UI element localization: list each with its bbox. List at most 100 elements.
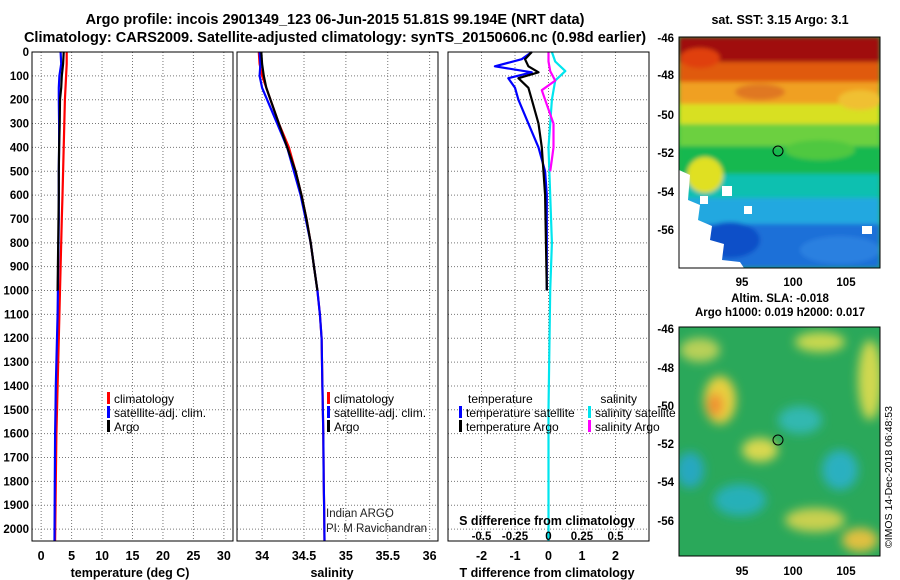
depth-tick: 1600 (3, 429, 29, 441)
sla-ytick: -46 (657, 324, 674, 336)
salinity-tick-labels: 34 34.5 35 35.5 36 (255, 549, 436, 563)
depth-tick: 1700 (3, 453, 29, 465)
title-line-2: Climatology: CARS2009. Satellite-adjuste… (23, 30, 647, 46)
sla-argo-position-marker (772, 434, 784, 446)
legend-label-climatology: climatology (334, 392, 394, 406)
sst-xtick: 100 (783, 277, 802, 289)
salinity-legend: climatology satellite-adj. clim. Argo In… (326, 392, 427, 535)
salinity-series-climatology (257, 51, 326, 542)
difference-xtick: 0 (545, 549, 552, 563)
sst-ytick: -46 (657, 33, 674, 45)
salinity-series (257, 51, 326, 542)
temperature-grid (32, 51, 233, 541)
legend-swatch-argo (327, 420, 330, 432)
temperature-series-climatology (54, 52, 68, 542)
depth-tick: 1200 (3, 333, 29, 345)
salinity-grid (237, 51, 438, 541)
difference-series-temperature-argo (517, 51, 548, 291)
depth-tick-labels: 0 100 200 300 400 500 600 700 800 900 1000 1100 1200… (3, 47, 29, 536)
legend-swatch-s-satellite (588, 406, 591, 418)
legend-swatch-s-argo (588, 420, 591, 432)
legend-label-s-argo: salinity Argo (595, 420, 660, 434)
sla-xtick: 95 (736, 566, 749, 578)
sst-ytick: -48 (657, 70, 674, 82)
legend-swatch-t-argo (459, 420, 462, 432)
sla-ytick: -56 (657, 516, 674, 528)
depth-tick: 1300 (3, 357, 29, 369)
sla-xtick: 100 (783, 566, 802, 578)
legend-swatch-satellite (327, 406, 330, 418)
sst-map-title: sat. SST: 3.15 Argo: 3.1 (711, 13, 848, 27)
sst-ytick: -52 (657, 148, 674, 160)
depth-tick: 900 (10, 262, 29, 274)
difference-s-xtick: 0.5 (608, 531, 625, 543)
sla-ytick: -52 (657, 439, 674, 451)
difference-s-xtick: -0.25 (502, 531, 529, 543)
sst-ytick: -56 (657, 225, 674, 237)
legend-label-argo: Argo (114, 420, 140, 434)
temperature-axes-frame (31, 51, 234, 542)
legend-label-climatology: climatology (114, 392, 174, 406)
salinity-xtick: 34.5 (292, 549, 316, 563)
temperature-xtick: 20 (156, 549, 170, 563)
sla-map (679, 327, 880, 556)
depth-tick: 100 (10, 71, 29, 83)
depth-tick: 1100 (4, 309, 29, 321)
difference-legend: temperature temperature satellite temper… (459, 392, 676, 434)
legend-title-temperature: temperature (468, 392, 533, 406)
pi-institution: Indian ARGO (326, 508, 394, 520)
temperature-xtick: 0 (38, 549, 45, 563)
salinity-xtick: 36 (423, 549, 437, 563)
depth-tick: 1900 (3, 500, 29, 512)
difference-series-salinity-satellite (547, 51, 567, 541)
title-line-1: Argo profile: incois 2901349_123 06-Jun-… (85, 12, 585, 28)
depth-tick: 600 (10, 190, 29, 202)
temperature-xtick: 10 (95, 549, 109, 563)
salinity-xtick: 35 (339, 549, 353, 563)
difference-xtick: 2 (612, 549, 619, 563)
depth-tick: 500 (10, 166, 29, 178)
depth-tick: 1500 (3, 405, 29, 417)
temperature-series (53, 51, 68, 542)
depth-tick: 300 (10, 119, 29, 131)
temperature-tick-labels: 0 5 10 15 20 25 30 (38, 549, 231, 563)
difference-xtick: -2 (476, 549, 487, 563)
temperature-xtick: 15 (126, 549, 140, 563)
legend-swatch-climatology (107, 392, 110, 404)
difference-series (493, 51, 567, 541)
temperature-xtick: 25 (186, 549, 200, 563)
sla-xtick: 105 (836, 566, 856, 578)
difference-xtick: -1 (509, 549, 520, 563)
sla-map-subtitle: Argo h1000: 0.019 h2000: 0.017 (695, 307, 865, 319)
depth-tick: 2000 (3, 524, 29, 536)
difference-series-temperature-satellite (493, 51, 548, 291)
temperature-xtick: 30 (217, 549, 231, 563)
legend-label-argo: Argo (334, 420, 360, 434)
temperature-series-argo (56, 51, 65, 291)
depth-tick: 1400 (3, 381, 29, 393)
depth-tick: 1000 (3, 286, 29, 298)
depth-tick: 0 (23, 47, 29, 59)
sla-ytick: -48 (657, 363, 674, 375)
sst-map (679, 37, 880, 268)
difference-s-xtick: 0.25 (571, 531, 594, 543)
depth-tick: 1800 (3, 476, 29, 488)
legend-title-salinity: salinity (600, 392, 637, 406)
sla-map-ticks: -46 -48 -50 -52 -54 -56 95 100 105 (657, 324, 856, 578)
difference-xtick: 1 (579, 549, 586, 563)
pi-name: PI: M Ravichandran (326, 523, 427, 535)
legend-label-satellite: satellite-adj. clim. (334, 406, 426, 420)
depth-tick: 400 (10, 142, 29, 154)
sst-xtick: 95 (736, 277, 749, 289)
difference-s-xtick: 0 (545, 531, 551, 543)
legend-swatch-t-satellite (459, 406, 462, 418)
salinity-series-satellite-adj-clim- (258, 51, 326, 542)
difference-series-salinity-argo (540, 52, 557, 172)
imos-timestamp: ©IMOS 14-Dec-2018 06:48:53 (883, 406, 895, 548)
salinity-xtick: 34 (255, 549, 269, 563)
depth-tick: 800 (10, 238, 29, 250)
depth-tick: 200 (10, 95, 29, 107)
sst-map-ticks: -46 -48 -50 -52 -54 -56 95 100 105 (657, 33, 856, 289)
